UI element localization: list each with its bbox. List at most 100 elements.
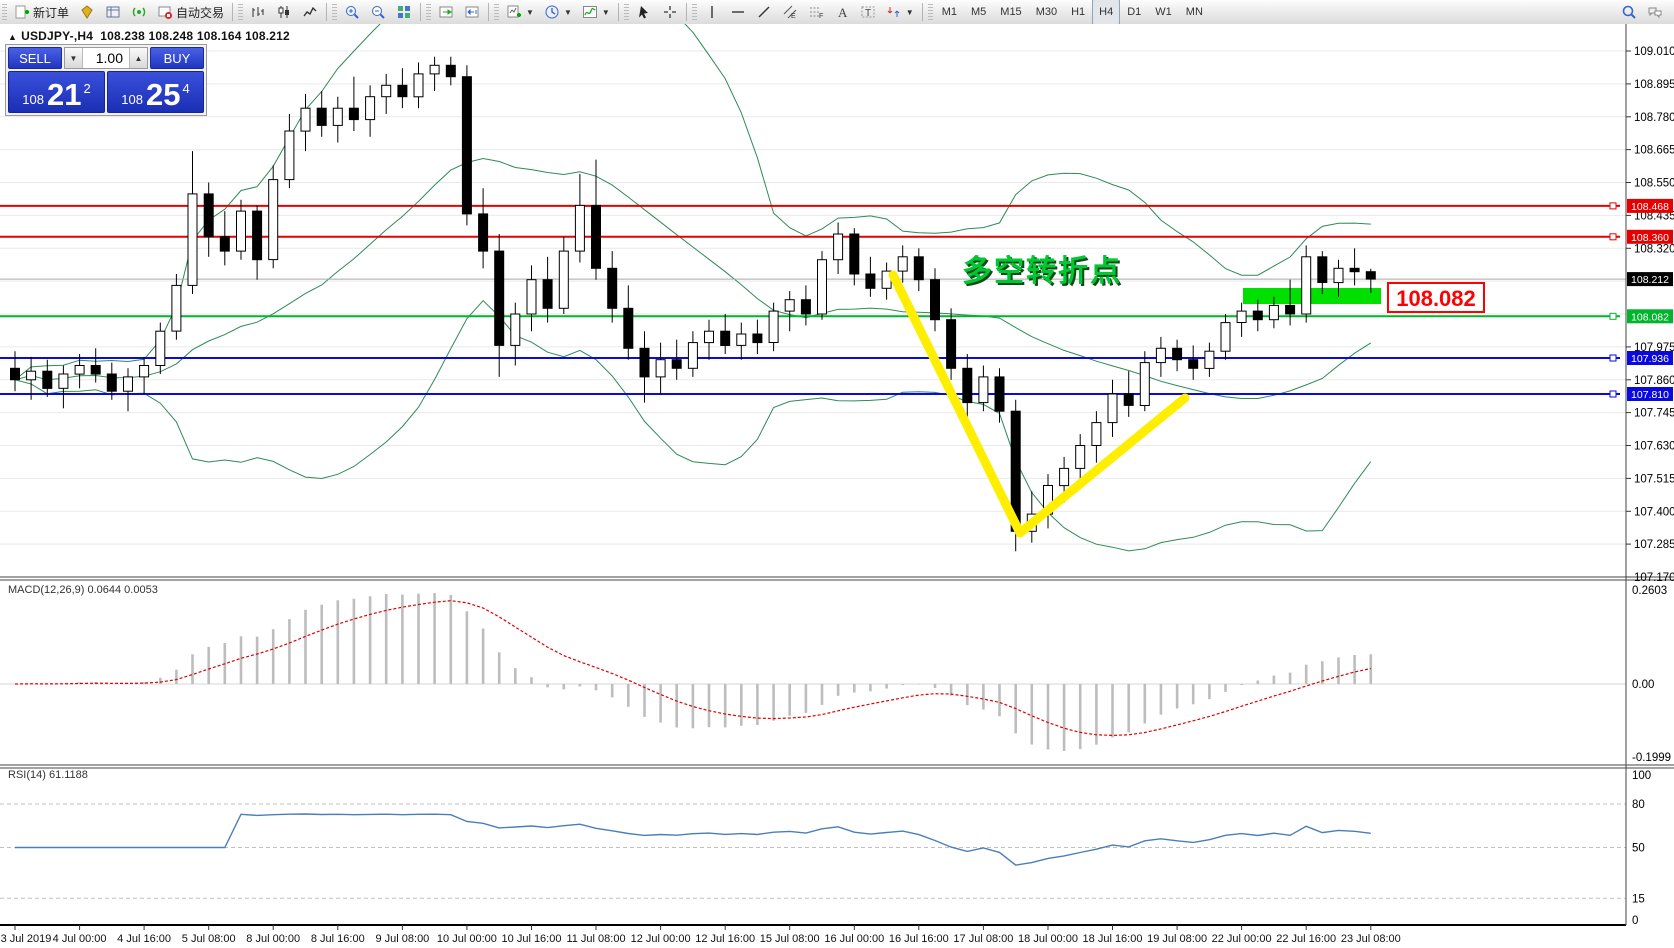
sell-button[interactable]: SELL <box>8 47 62 69</box>
svg-text:8 Jul 00:00: 8 Jul 00:00 <box>246 933 300 945</box>
svg-text:50: 50 <box>1632 843 1645 855</box>
rsi-axis: 100 80 50 15 0 <box>1632 770 1651 927</box>
panel-separators[interactable] <box>0 24 1674 926</box>
chat-button[interactable] <box>1642 0 1668 24</box>
collapse-arrow-icon[interactable]: ▲ <box>8 32 18 42</box>
fibonacci-button[interactable]: F <box>803 0 829 24</box>
sell-price-button[interactable]: 108 21 2 <box>8 71 105 113</box>
chart-shift-button[interactable] <box>459 0 485 24</box>
svg-text:15 Jul 08:00: 15 Jul 08:00 <box>760 933 820 945</box>
cursor-button[interactable] <box>631 0 657 24</box>
svg-text:12 Jul 00:00: 12 Jul 00:00 <box>631 933 691 945</box>
svg-text:0: 0 <box>1632 915 1638 927</box>
new-chart-button[interactable]: ▼ <box>501 0 539 24</box>
market-watch-button[interactable] <box>74 0 100 24</box>
svg-text:11 Jul 08:00: 11 Jul 08:00 <box>566 933 625 945</box>
svg-text:19 Jul 08:00: 19 Jul 08:00 <box>1147 933 1207 945</box>
text-label-button[interactable]: T <box>855 0 881 24</box>
trendline-icon <box>756 4 772 20</box>
toolbar-grip[interactable] <box>238 4 244 20</box>
candlestick-series <box>10 56 1376 552</box>
vertical-line-button[interactable] <box>699 0 725 24</box>
toolbar-grip[interactable] <box>426 4 432 20</box>
new-chart-icon <box>506 4 522 20</box>
crosshair-button[interactable] <box>657 0 683 24</box>
toolbar-group <box>245 0 323 24</box>
price-axis[interactable]: 109.010 108.895 108.780 108.665 108.550 108.4… <box>1626 46 1674 584</box>
zoom-in-icon <box>344 4 360 20</box>
svg-text:80: 80 <box>1632 799 1645 811</box>
profiles-button[interactable]: ▼ <box>539 0 577 24</box>
new-order-button[interactable]: 新订单 <box>9 0 74 24</box>
zoom-out-icon <box>370 4 386 20</box>
svg-text:107.285: 107.285 <box>1634 539 1674 551</box>
navigator-button[interactable] <box>126 0 152 24</box>
svg-text:0.00: 0.00 <box>1632 679 1654 691</box>
tf-MN-button[interactable]: MN <box>1185 6 1203 18</box>
toolbar-grip[interactable] <box>927 4 933 20</box>
auto-scroll-button[interactable] <box>433 0 459 24</box>
navigator-icon <box>131 4 147 20</box>
bar-chart-button[interactable] <box>245 0 271 24</box>
buy-price-button[interactable]: 108 25 4 <box>107 71 204 113</box>
toolbar-grip[interactable] <box>623 4 629 20</box>
text-button[interactable]: A <box>829 0 855 24</box>
equidistant-channel-button[interactable]: E <box>777 0 803 24</box>
toolbar-grip[interactable] <box>494 4 500 20</box>
zoom-in-button[interactable] <box>339 0 365 24</box>
tf-H4-button[interactable]: H4 <box>1092 0 1121 25</box>
line-chart-button[interactable] <box>297 0 323 24</box>
macd-signal-line <box>14 600 1371 737</box>
tf-H1-button[interactable]: H1 <box>1071 6 1086 18</box>
market-watch-icon <box>79 4 95 20</box>
svg-text:108.082: 108.082 <box>1631 311 1669 323</box>
zoom-out-button[interactable] <box>365 0 391 24</box>
tf-M1-button[interactable]: M1 <box>941 6 957 18</box>
buy-price-prefix: 108 <box>121 92 143 107</box>
volume-increase-button[interactable]: ▲ <box>129 48 147 68</box>
chevron-down-icon[interactable]: ▼ <box>601 7 610 17</box>
arrows-icon <box>886 4 902 20</box>
tf-M5-button[interactable]: M5 <box>971 6 987 18</box>
buy-button[interactable]: BUY <box>150 47 204 69</box>
data-window-icon <box>105 4 121 20</box>
svg-text:18 Jul 00:00: 18 Jul 00:00 <box>1018 933 1078 945</box>
tf-W1-button[interactable]: W1 <box>1155 6 1172 18</box>
svg-text:多空转折点: 多空转折点 <box>964 256 1124 291</box>
rsi-indicator-label: RSI(14) 61.1188 <box>8 769 88 781</box>
tile-windows-button[interactable] <box>391 0 417 24</box>
candle-chart-button[interactable] <box>271 0 297 24</box>
time-axis[interactable]: 3 Jul 2019 4 Jul 00:00 4 Jul 16:00 5 Jul 08… <box>1 925 1401 945</box>
trendline-button[interactable] <box>751 0 777 24</box>
volume-decrease-button[interactable]: ▼ <box>65 48 83 68</box>
v-reversal-annotation[interactable] <box>888 270 1190 538</box>
data-window-button[interactable] <box>100 0 126 24</box>
price-chart-canvas[interactable]: 多空转折点多空转折点108.082109.010108.895108.78010… <box>0 24 1674 948</box>
svg-text:107.975: 107.975 <box>1634 342 1674 354</box>
volume-input[interactable]: 1.00 <box>95 50 123 66</box>
search-button[interactable] <box>1616 0 1642 24</box>
indicators-button[interactable]: ▼ <box>577 0 615 24</box>
toolbar-grip[interactable] <box>691 4 697 20</box>
macd-indicator-label: MACD(12,26,9) 0.0644 0.0053 <box>8 584 158 596</box>
tf-D1-button[interactable]: D1 <box>1127 6 1142 18</box>
price-callout[interactable]: 108.082 <box>1387 282 1485 313</box>
tf-M15-button[interactable]: M15 <box>1000 6 1022 18</box>
support-zone-rect[interactable] <box>1243 288 1381 304</box>
chevron-down-icon[interactable]: ▼ <box>905 7 914 17</box>
toolbar-group: ▼ ▼ ▼ <box>501 0 615 24</box>
chevron-down-icon[interactable]: ▼ <box>526 7 534 17</box>
toolbar-separator <box>420 3 422 21</box>
horizontal-line-button[interactable] <box>725 0 751 24</box>
toolbar-grip[interactable] <box>332 4 338 20</box>
auto-trading-button[interactable]: 自动交易 <box>152 0 229 24</box>
svg-text:17 Jul 08:00: 17 Jul 08:00 <box>953 933 1013 945</box>
chevron-down-icon[interactable]: ▼ <box>563 7 572 17</box>
arrows-button[interactable]: ▼ <box>881 0 919 24</box>
tf-M30-button[interactable]: M30 <box>1035 6 1058 18</box>
toolbar-grip[interactable] <box>2 4 7 20</box>
text-icon: A <box>834 4 850 20</box>
line-chart-icon <box>302 4 318 20</box>
